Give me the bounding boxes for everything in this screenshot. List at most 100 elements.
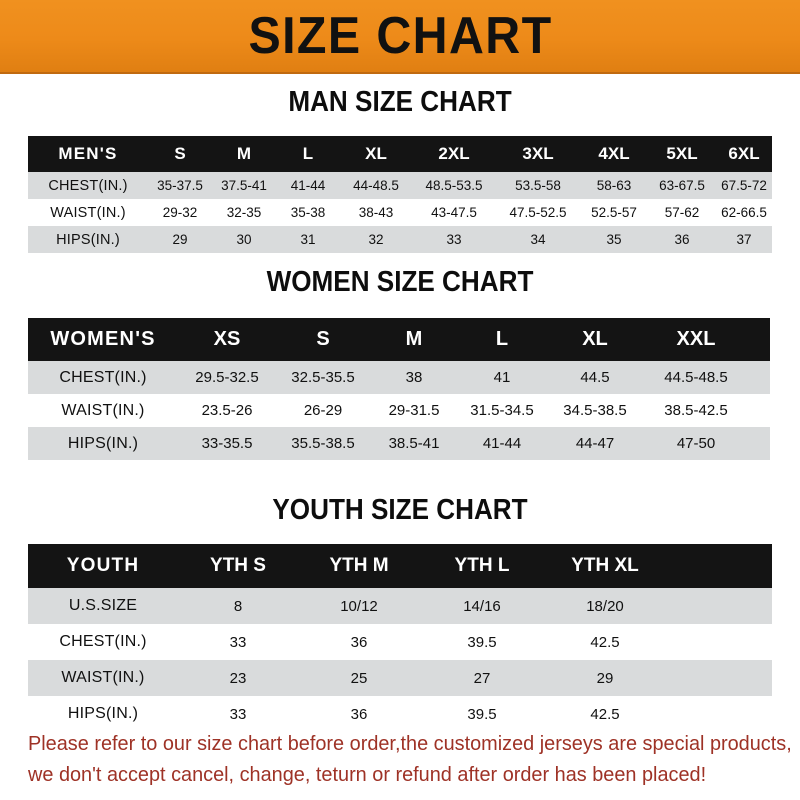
men-header-row: MEN'S S M L XL 2XL 3XL 4XL 5XL 6XL (28, 136, 772, 172)
cell: 38.5-41 (388, 435, 440, 452)
cell: 23 (229, 669, 247, 687)
cell: 34 (530, 232, 546, 247)
cell: 23.5-26 (201, 402, 253, 419)
cell: 25 (350, 669, 368, 687)
cell: 38-43 (358, 205, 394, 220)
cell: 27 (473, 669, 491, 687)
cell: 41 (493, 369, 511, 386)
cell: 63-67.5 (659, 178, 705, 193)
cell: 44-47 (575, 435, 615, 452)
cell: 33-35.5 (201, 435, 253, 452)
table-row: CHEST(IN.) 29.5-32.5 32.5-35.5 38 41 44.… (28, 361, 770, 394)
spacer-cell (748, 427, 770, 460)
men-size-col: XL (365, 144, 387, 163)
women-size-col: XL (582, 328, 608, 350)
cell: 47-50 (676, 435, 716, 452)
cell: 18/20 (586, 597, 624, 615)
row-label: HIPS(IN.) (56, 231, 120, 248)
row-label: CHEST(IN.) (59, 368, 147, 386)
cell: 35 (606, 232, 622, 247)
cell: 14/16 (463, 597, 501, 615)
women-size-col: M (405, 328, 423, 350)
cell: 42.5 (590, 633, 620, 651)
cell: 32 (368, 232, 384, 247)
cell: 67.5-72 (721, 178, 767, 193)
cell: 35.5-38.5 (291, 435, 355, 452)
cell: 58-63 (596, 178, 632, 193)
cell: 38.5-42.5 (664, 402, 728, 419)
cell: 35-38 (290, 205, 326, 220)
cell: 62-66.5 (721, 205, 767, 220)
row-label: HIPS(IN.) (67, 434, 139, 452)
youth-size-col: YTH M (329, 555, 389, 576)
cell: 44.5-48.5 (664, 369, 728, 386)
cell: 52.5-57 (591, 205, 637, 220)
cell: 33 (446, 232, 462, 247)
table-row: WAIST(IN.) 23.5-26 26-29 29-31.5 31.5-34… (28, 394, 770, 427)
spacer-cell (748, 361, 770, 394)
table-row: HIPS(IN.) 29 30 31 32 33 34 35 36 37 (28, 226, 772, 253)
youth-size-col: YTH L (454, 555, 510, 576)
cell: 47.5-52.5 (509, 205, 567, 220)
men-header-label: MEN'S (58, 144, 118, 163)
men-size-col: 4XL (598, 144, 630, 163)
footer-line-2: we don't accept cancel, change, teturn o… (28, 763, 707, 786)
cell: 57-62 (664, 205, 700, 220)
youth-header-row: YOUTH YTH S YTH M YTH L YTH XL (28, 544, 772, 588)
women-section-title: WOMEN SIZE CHART (266, 266, 534, 298)
footer-disclaimer: Please refer to our size chart before or… (28, 728, 792, 790)
spacer-cell (748, 394, 770, 427)
cell: 29 (596, 669, 614, 687)
cell: 10/12 (340, 597, 378, 615)
men-size-col: 2XL (438, 144, 470, 163)
row-label: HIPS(IN.) (67, 705, 139, 722)
men-section-title: MAN SIZE CHART (288, 86, 512, 118)
cell: 29.5-32.5 (195, 369, 259, 386)
men-size-col: 3XL (522, 144, 554, 163)
cell: 39.5 (467, 633, 497, 651)
cell: 33 (229, 705, 247, 723)
women-size-col: S (316, 328, 330, 350)
men-size-col: S (174, 144, 186, 163)
cell: 29-31.5 (388, 402, 440, 419)
table-row: CHEST(IN.) 33 36 39.5 42.5 (28, 624, 772, 660)
row-label: CHEST(IN.) (48, 177, 128, 194)
spacer-cell (748, 318, 770, 361)
footer-line-1: Please refer to our size chart before or… (28, 732, 792, 755)
cell: 33 (229, 633, 247, 651)
cell: 36 (674, 232, 690, 247)
cell: 32.5-35.5 (291, 369, 355, 386)
cell: 37 (736, 232, 752, 247)
youth-size-col: YTH XL (571, 555, 639, 576)
page-banner: SIZE CHART (0, 0, 800, 74)
men-size-col: 5XL (666, 144, 698, 163)
table-row: U.S.SIZE 8 10/12 14/16 18/20 (28, 588, 772, 624)
cell: 42.5 (590, 705, 620, 723)
spacer-cell (666, 624, 772, 660)
cell: 48.5-53.5 (425, 178, 483, 193)
table-row: WAIST(IN.) 23 25 27 29 (28, 660, 772, 696)
men-size-table: MEN'S S M L XL 2XL 3XL 4XL 5XL 6XL CHEST… (28, 136, 772, 253)
youth-section-title: YOUTH SIZE CHART (272, 494, 528, 526)
cell: 30 (236, 232, 252, 247)
table-row: HIPS(IN.) 33-35.5 35.5-38.5 38.5-41 41-4… (28, 427, 770, 460)
cell: 29-32 (162, 205, 198, 220)
cell: 36 (350, 633, 368, 651)
page-title: SIZE CHART (247, 7, 553, 65)
men-size-col: L (302, 144, 314, 163)
table-row: HIPS(IN.) 33 36 39.5 42.5 (28, 696, 772, 732)
cell: 8 (233, 597, 243, 615)
spacer-cell (666, 660, 772, 696)
cell: 41-44 (482, 435, 522, 452)
cell: 41-44 (290, 178, 326, 193)
cell: 26-29 (303, 402, 343, 419)
table-row: WAIST(IN.) 29-32 32-35 35-38 38-43 43-47… (28, 199, 772, 226)
row-label: CHEST(IN.) (59, 633, 147, 650)
cell: 44.5 (580, 369, 610, 386)
cell: 39.5 (467, 705, 497, 723)
men-size-col: M (236, 144, 252, 163)
spacer-cell (666, 588, 772, 624)
youth-size-table: YOUTH YTH S YTH M YTH L YTH XL U.S.SIZE … (28, 544, 772, 732)
cell: 38 (405, 369, 423, 386)
cell: 44-48.5 (353, 178, 399, 193)
